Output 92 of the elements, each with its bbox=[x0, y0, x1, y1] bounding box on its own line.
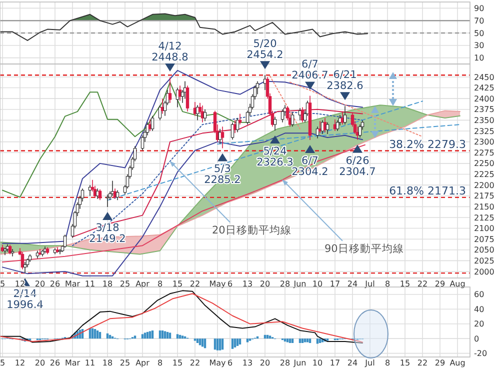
y-tick-label: 2075 bbox=[474, 234, 494, 244]
x-tick-label: Jun bbox=[292, 280, 306, 288]
y-tick-label: 2125 bbox=[474, 213, 494, 222]
annotation: 20日移動平均線 bbox=[212, 224, 292, 236]
y-tick-label: 2350 bbox=[474, 116, 494, 125]
x-tick-label: Mar bbox=[64, 358, 81, 368]
y-tick-label: 2225 bbox=[474, 170, 494, 180]
x-tick-label: 12 bbox=[14, 358, 26, 368]
x-tick-label: 22 bbox=[417, 358, 428, 368]
x-tick-label: Jul bbox=[364, 280, 375, 288]
y-tick-label: 0 bbox=[474, 334, 480, 344]
x-tick-label: 28 bbox=[280, 358, 290, 368]
y-tick-label: 2200 bbox=[474, 180, 494, 190]
y-tick-label: 2425 bbox=[474, 84, 494, 93]
y-tick-label: 2250 bbox=[474, 159, 494, 168]
y-tick-label: 40 bbox=[474, 304, 484, 314]
ref-line-label: 61.8% 2171.3 bbox=[389, 184, 466, 198]
y-tick-label: 2175 bbox=[474, 192, 494, 201]
x-tick-label: Jul bbox=[364, 358, 375, 368]
annotation: 6/21 2382.6 bbox=[326, 69, 364, 92]
x-tick-label: 10 bbox=[312, 358, 323, 368]
y-tick-label: 2400 bbox=[474, 94, 494, 104]
x-tick-label: 5 bbox=[0, 358, 6, 368]
y-tick-label: 60 bbox=[474, 290, 484, 300]
x-tick-label: 20 bbox=[260, 280, 270, 288]
y-tick-label: 50 bbox=[474, 28, 484, 38]
x-tick-label: 17 bbox=[330, 280, 340, 288]
y-tick-label: 2025 bbox=[474, 256, 494, 266]
x-tick-label: 15 bbox=[400, 280, 410, 288]
x-tick-label: 25 bbox=[120, 280, 130, 288]
y-tick-label: 70 bbox=[474, 16, 484, 26]
x-tick-label: 17 bbox=[330, 358, 340, 368]
y-tick-label: 10 bbox=[474, 54, 484, 63]
y-tick-label: 2300 bbox=[474, 138, 494, 147]
x-tick-label: 22 bbox=[190, 280, 200, 288]
x-tick-label: 8 bbox=[384, 358, 390, 368]
annotation: 90日移動平均線 bbox=[324, 242, 404, 255]
x-tick-label: 24 bbox=[347, 358, 358, 368]
annotation: 6/7 2406.7 bbox=[292, 58, 328, 82]
x-tick-label: Apr bbox=[136, 280, 150, 288]
y-tick-label: 2375 bbox=[474, 105, 494, 114]
y-tick-label: 2150 bbox=[474, 202, 494, 212]
x-tick-label: 24 bbox=[347, 280, 358, 288]
annotation: 6/26 2304.7 bbox=[339, 154, 376, 178]
y-tick-label: 90 bbox=[474, 4, 484, 13]
x-tick-label: Jun bbox=[292, 358, 306, 368]
y-tick-label: 2000 bbox=[474, 267, 494, 276]
x-tick-label: 29 bbox=[434, 358, 446, 368]
y-tick-label: 30 bbox=[474, 41, 484, 50]
x-tick-label: 13 bbox=[242, 280, 253, 288]
x-tick-label: 18 bbox=[102, 358, 113, 368]
y-tick-label: 2275 bbox=[474, 148, 494, 158]
x-tick-label: May bbox=[209, 280, 226, 288]
x-tick-label: 29 bbox=[434, 280, 446, 288]
x-tick-label: 18 bbox=[102, 280, 113, 288]
x-tick-label: 26 bbox=[50, 280, 60, 288]
x-tick-label: 20 bbox=[260, 358, 270, 368]
annotation: 5/20 2454.2 bbox=[246, 38, 284, 62]
x-tick-label: 13 bbox=[242, 358, 253, 368]
x-tick-label: 8 bbox=[384, 280, 390, 288]
x-tick-label: 6 bbox=[227, 358, 233, 368]
x-tick-label: 15 bbox=[172, 358, 183, 368]
x-tick-label: 20 bbox=[34, 280, 46, 288]
x-tick-label: 11 bbox=[84, 280, 96, 288]
x-tick-label: 12 bbox=[14, 280, 26, 288]
x-tick-label: 22 bbox=[417, 280, 428, 288]
x-tick-label: 15 bbox=[172, 280, 183, 288]
x-tick-label: May bbox=[209, 358, 226, 368]
y-tick-label: 2050 bbox=[474, 246, 494, 255]
x-tick-label: Aug bbox=[450, 280, 466, 288]
x-tick-label: Aug bbox=[450, 358, 466, 368]
x-tick-label: 15 bbox=[400, 358, 410, 368]
x-tick-label: 6 bbox=[227, 280, 233, 288]
y-tick-label: 2100 bbox=[474, 224, 494, 234]
x-tick-label: Apr bbox=[136, 358, 150, 368]
x-tick-label: 20 bbox=[34, 358, 46, 368]
annotation: 4/12 2448.8 bbox=[152, 40, 188, 64]
x-tick-label: 25 bbox=[120, 358, 130, 368]
x-tick-label: 28 bbox=[280, 280, 290, 288]
x-tick-label: Mar bbox=[64, 280, 81, 288]
y-tick-label: 2325 bbox=[474, 126, 494, 136]
x-tick-label: 26 bbox=[50, 358, 60, 368]
x-tick-label: 8 bbox=[157, 280, 163, 288]
y-tick-label: 2450 bbox=[474, 72, 494, 82]
x-tick-label: 22 bbox=[190, 358, 200, 368]
x-tick-label: 10 bbox=[312, 280, 323, 288]
ref-line-label: 38.2% 2279.3 bbox=[389, 138, 466, 151]
y-tick-label: 20 bbox=[474, 320, 484, 329]
x-tick-label: 8 bbox=[157, 358, 163, 368]
x-tick-label: 11 bbox=[84, 358, 96, 368]
y-tick-label: -20 bbox=[474, 349, 488, 358]
x-tick-label: 5 bbox=[0, 280, 6, 288]
